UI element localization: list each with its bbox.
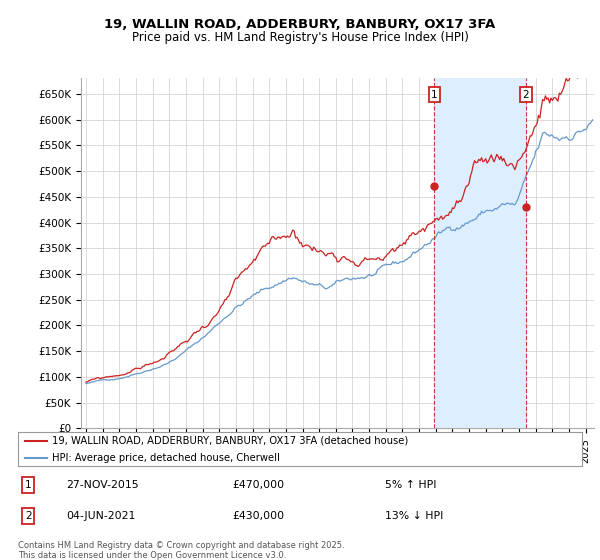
Text: HPI: Average price, detached house, Cherwell: HPI: Average price, detached house, Cher… (52, 452, 280, 463)
Bar (434, 78, 526, 428)
Text: 2: 2 (25, 511, 31, 521)
Text: 04-JUN-2021: 04-JUN-2021 (66, 511, 136, 521)
Text: 2: 2 (523, 90, 529, 100)
Text: 5% ↑ HPI: 5% ↑ HPI (385, 480, 436, 490)
Text: 1: 1 (431, 90, 438, 100)
Text: Contains HM Land Registry data © Crown copyright and database right 2025.
This d: Contains HM Land Registry data © Crown c… (18, 541, 344, 560)
Text: 13% ↓ HPI: 13% ↓ HPI (385, 511, 443, 521)
Text: 19, WALLIN ROAD, ADDERBURY, BANBURY, OX17 3FA (detached house): 19, WALLIN ROAD, ADDERBURY, BANBURY, OX1… (52, 436, 408, 446)
Text: 27-NOV-2015: 27-NOV-2015 (66, 480, 139, 490)
Text: Price paid vs. HM Land Registry's House Price Index (HPI): Price paid vs. HM Land Registry's House … (131, 31, 469, 44)
Text: £430,000: £430,000 (232, 511, 284, 521)
Text: 1: 1 (25, 480, 31, 490)
Text: 19, WALLIN ROAD, ADDERBURY, BANBURY, OX17 3FA: 19, WALLIN ROAD, ADDERBURY, BANBURY, OX1… (104, 18, 496, 31)
Text: £470,000: £470,000 (232, 480, 284, 490)
